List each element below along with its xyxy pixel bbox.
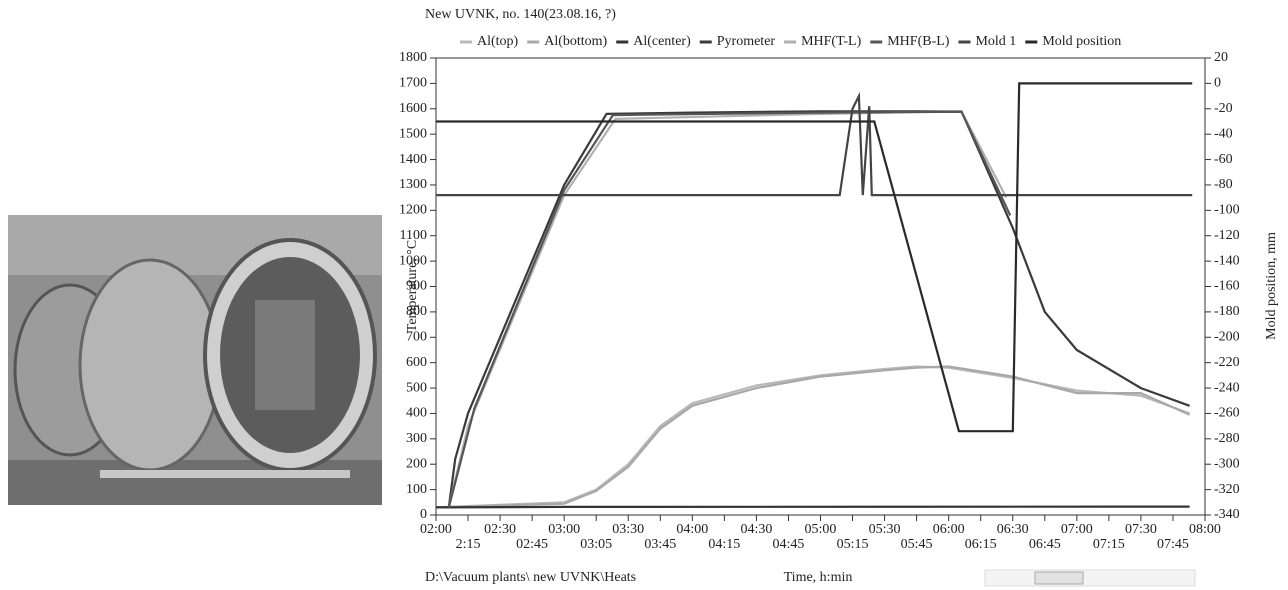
y-tick-label: 1500 (399, 126, 427, 141)
x-tick-label: 03:05 (580, 537, 612, 552)
y-tick-label: 300 (406, 431, 427, 446)
y2-tick-label: -40 (1214, 126, 1233, 141)
x-tick-label: 05:00 (805, 522, 837, 537)
chart-title: New UVNK, no. 140(23.08.16, ?) (425, 7, 616, 22)
y2-tick-label: -120 (1214, 228, 1240, 243)
y-tick-label: 500 (406, 380, 427, 395)
y2-tick-label: 20 (1214, 50, 1228, 65)
x-tick-label: 07:15 (1093, 537, 1125, 552)
y-tick-label: 900 (406, 279, 427, 294)
y-tick-label: 600 (406, 355, 427, 370)
x-axis-label: Time, h:min (784, 570, 853, 585)
series-line (447, 110, 1012, 508)
y2-tick-label: -80 (1214, 177, 1233, 192)
y2-tick-label: -240 (1214, 380, 1240, 395)
x-tick-label: 2:15 (456, 537, 481, 552)
legend-label: MHF(B-L) (887, 34, 950, 49)
y2-tick-label: -260 (1214, 406, 1240, 421)
series-line (435, 505, 1190, 509)
legend-label: Pyrometer (717, 34, 776, 49)
y-tick-label: 700 (406, 329, 427, 344)
y-tick-label: 1400 (399, 152, 427, 167)
series-line (447, 110, 1008, 508)
x-tick-label: 07:00 (1061, 522, 1093, 537)
y-tick-label: 1700 (399, 76, 427, 91)
y-tick-label: 200 (406, 456, 427, 471)
x-tick-label: 07:30 (1125, 522, 1157, 537)
x-tick-label: 05:45 (901, 537, 933, 552)
series-line (436, 82, 1193, 433)
y2-tick-label: -220 (1214, 355, 1240, 370)
x-tick-label: 02:45 (516, 537, 548, 552)
x-tick-label: 02:00 (420, 522, 452, 537)
y2-tick-label: -20 (1214, 101, 1233, 116)
y-tick-label: 1300 (399, 177, 427, 192)
x-tick-label: 03:45 (644, 537, 676, 552)
y-tick-label: 800 (406, 304, 427, 319)
y-tick-label: 1100 (400, 228, 427, 243)
legend-label: Al(center) (633, 34, 691, 49)
y2-tick-label: -100 (1214, 203, 1240, 218)
legend-label: Al(top) (477, 34, 519, 49)
y-tick-label: 1000 (399, 253, 427, 268)
x-tick-label: 04:30 (740, 522, 772, 537)
y-tick-label: 100 (406, 482, 427, 497)
y2-tick-label: -160 (1214, 279, 1240, 294)
footer: D:\Vacuum plants\ new UVNK\Heats (425, 570, 636, 585)
y-tick-label: 400 (406, 406, 427, 421)
scrollbar[interactable] (984, 569, 1196, 587)
y2-tick-label: -140 (1214, 253, 1240, 268)
x-tick-label: 04:15 (708, 537, 740, 552)
x-tick-label: 07:45 (1157, 537, 1189, 552)
series-line (435, 365, 1191, 509)
y-tick-label: 1200 (399, 203, 427, 218)
y-tick-label: 1800 (399, 50, 427, 65)
x-tick-label: 06:30 (997, 522, 1029, 537)
x-tick-label: 06:45 (1029, 537, 1061, 552)
y2-tick-label: -60 (1214, 152, 1233, 167)
y2-tick-label: -280 (1214, 431, 1240, 446)
series-line (436, 91, 1193, 197)
y-axis-label: Temperature, °C (405, 240, 420, 332)
y2-axis-label: Mold position, mm (1264, 232, 1279, 340)
x-tick-label: 02:30 (484, 522, 516, 537)
x-tick-label: 06:15 (965, 537, 997, 552)
plot-frame (435, 57, 1206, 516)
legend-label: Al(bottom) (544, 34, 607, 49)
y2-tick-label: 0 (1214, 76, 1221, 91)
series-line (435, 365, 1190, 509)
x-tick-label: 04:45 (773, 537, 805, 552)
y-tick-label: 0 (420, 507, 427, 522)
legend-label: Mold 1 (975, 34, 1016, 49)
photo (8, 215, 382, 505)
series-line (436, 110, 1190, 509)
x-tick-label: 04:00 (676, 522, 708, 537)
x-tick-label: 08:00 (1189, 522, 1221, 537)
legend-label: MHF(T-L) (801, 34, 861, 49)
y2-tick-label: -200 (1214, 329, 1240, 344)
x-tick-label: 05:30 (869, 522, 901, 537)
y2-tick-label: -340 (1214, 507, 1240, 522)
x-tick-label: 03:30 (612, 522, 644, 537)
x-tick-label: 06:00 (933, 522, 965, 537)
legend: Al(top) Al(bottom) Al(center) Pyrometer MHF(… (460, 34, 1121, 49)
y2-tick-label: -300 (1214, 456, 1240, 471)
x-tick-label: 05:15 (837, 537, 869, 552)
y-tick-label: 1600 (399, 101, 427, 116)
y2-tick-label: -180 (1214, 304, 1240, 319)
y2-tick-label: -320 (1214, 482, 1240, 497)
x-tick-label: 03:00 (548, 522, 580, 537)
legend-label: Mold position (1042, 34, 1121, 49)
